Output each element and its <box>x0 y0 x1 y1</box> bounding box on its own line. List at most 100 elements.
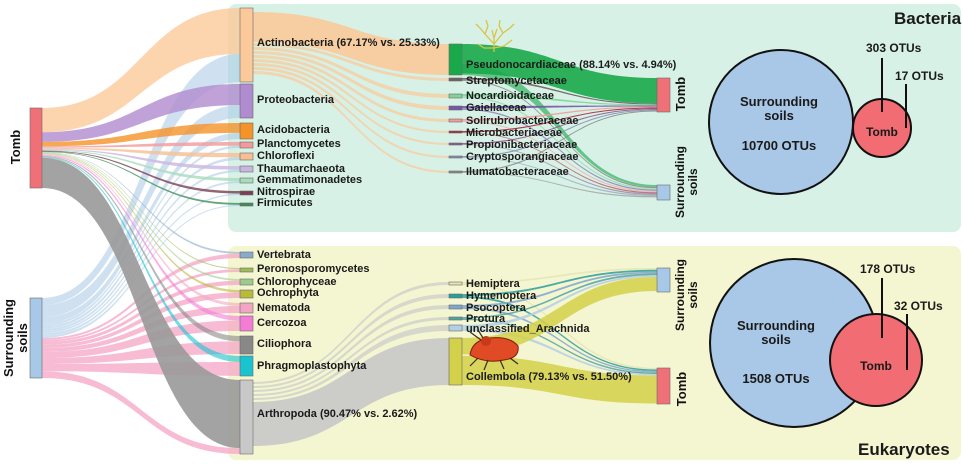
flow-surr-ephylum-4 <box>42 306 240 352</box>
euk-order-node-4 <box>448 324 463 332</box>
flow-surr-bphylum-2 <box>42 132 240 324</box>
euk-phylum-label-7: Phragmoplastophyta <box>257 360 367 372</box>
bacteria-phylum-label-7: Nitrospirae <box>257 186 315 198</box>
bacteria-family-node-6 <box>448 142 463 146</box>
flow-tomb-bphylum-2 <box>42 123 240 147</box>
flow-arthropoda-order-3 <box>253 317 449 396</box>
flow-eorder-tomb-0 <box>462 283 657 370</box>
bacteria-right-tomb-label: Tomb <box>673 77 688 111</box>
bacteria-family-label-3: Gaiellaceae <box>466 102 527 114</box>
flow-bfamily-tomb-7 <box>462 109 657 158</box>
bacteria-family-node-4 <box>448 118 463 123</box>
euk-phylum-node-6 <box>239 335 254 355</box>
flow-tomb-ephylum-7 <box>42 157 240 362</box>
flow-tomb-bphylum-4 <box>42 147 240 158</box>
euk-phylum-node-1 <box>239 267 254 273</box>
flow-tomb-bphylum-3 <box>42 142 240 148</box>
flow-bfamily-surr-2 <box>462 96 657 190</box>
flow-surr-ephylum-8 <box>42 371 240 454</box>
euk-phylum-node-4 <box>239 302 254 314</box>
bacteria-venn-tomb-label: Tomb <box>866 125 898 139</box>
bacteria-phylum-label-1: Proteobacteria <box>257 94 335 106</box>
flow-surr-bphylum-7 <box>42 193 240 336</box>
flow-actino-family-6 <box>253 63 449 145</box>
flow-eorder-surr-1 <box>462 269 657 296</box>
bacteria-family-node-1 <box>448 77 463 82</box>
eukaryotes-title: Eukaryotes <box>858 440 950 459</box>
bacteria-title: Bacteria <box>894 9 962 28</box>
euk-right-surr-label-2: soils <box>686 281 700 309</box>
flow-tomb-ephylum-3 <box>42 153 240 293</box>
flow-tomb-bphylum-1 <box>42 84 240 142</box>
bacteria-right-node-tomb <box>656 77 671 113</box>
euk-venn-big-count: 1508 OTUs <box>742 371 809 386</box>
euk-phylum-label-3: Ochrophyta <box>257 287 320 299</box>
flow-bfamily-tomb-3 <box>462 105 657 109</box>
flow-bfamily-tomb-5 <box>462 107 657 133</box>
euk-order-node-1 <box>448 293 463 299</box>
flow-bfamily-tomb-1 <box>462 78 657 105</box>
euk-order-node-0 <box>448 281 463 286</box>
flow-surr-bphylum-1 <box>42 105 240 318</box>
euk-phylum-label-4: Nematoda <box>257 302 311 314</box>
bacteria-phylum-label-2: Acidobacteria <box>257 124 331 136</box>
flow-arthropoda-order-1 <box>253 294 449 388</box>
bacteria-family-label-0: Pseudonocardiaceae (88.14% vs. 4.94%) <box>466 59 677 71</box>
flow-bfamily-tomb-6 <box>462 108 657 145</box>
euk-phylum-label-8: Arthropoda (90.47% vs. 2.62%) <box>257 408 418 420</box>
flow-surr-ephylum-6 <box>42 341 240 364</box>
euk-right-node-surrounding <box>656 267 671 293</box>
flow-arthropoda-order-0 <box>253 282 449 384</box>
source-label-tomb: Tomb <box>8 130 23 164</box>
flow-actino-family-2 <box>253 47 449 98</box>
euk-order-label-3: Protura <box>466 313 506 325</box>
flow-arthropoda-order-4 <box>253 325 449 400</box>
euk-order-label-2: Psocoptera <box>466 302 527 314</box>
flow-bfamily-surr-3 <box>462 108 657 191</box>
bacteria-phylum-node-1 <box>239 83 254 119</box>
euk-right-node-tomb <box>656 367 671 405</box>
euk-venn-unique-count: 32 OTUs <box>894 299 943 313</box>
flow-tomb-ephylum-2 <box>42 152 240 281</box>
bacteria-phylum-label-3: Planctomycetes <box>257 138 341 150</box>
flow-bfamily-surr-7 <box>462 157 657 197</box>
bacteria-phylum-node-5 <box>239 165 254 173</box>
bacteria-venn-big-label-1: Surrounding <box>740 94 818 109</box>
bacteria-right-surr-label-2: soils <box>686 168 700 196</box>
euk-venn-tomb <box>829 313 923 407</box>
flow-tomb-ephylum-0 <box>42 152 240 254</box>
euk-order-label-4: unclassified_Arachnida <box>466 323 590 335</box>
flow-eorder-surr-2 <box>462 271 657 307</box>
flow-bfamily-tomb-0 <box>462 44 657 104</box>
flow-actino-family-8 <box>253 71 449 173</box>
euk-phylum-node-8 <box>239 379 254 455</box>
flow-actino-family-1 <box>253 43 449 81</box>
node-labels: Actinobacteria (67.17% vs. 25.33%) Proteo… <box>257 37 677 420</box>
bacteria-venn-big-label-2: soils <box>764 108 794 123</box>
euk-venn-big-label-1: Surrounding <box>737 318 815 333</box>
euk-order-node-5 <box>448 337 463 386</box>
flow-tomb-ephylum-8 <box>42 157 240 449</box>
flow-tomb-bphylum-6 <box>42 149 240 182</box>
bacteria-family-node-8 <box>448 170 463 174</box>
flow-tomb-ephylum-1 <box>42 152 240 270</box>
flow-bfamily-surr-6 <box>462 144 657 195</box>
bacteria-family-label-6: Propionibacteriaceae <box>466 139 577 151</box>
flow-arthropoda-order-5 <box>253 338 449 446</box>
bacteria-family-node-3 <box>448 105 463 111</box>
bacteria-phylum-label-6: Gemmatimonadetes <box>257 174 362 186</box>
flow-actino-family-4 <box>253 55 449 122</box>
euk-order-node-2 <box>448 304 463 310</box>
euk-phylum-label-2: Chlorophyceae <box>257 276 336 288</box>
flow-actino-family-5 <box>253 59 449 133</box>
flow-bfamily-surr-0 <box>462 64 657 187</box>
flow-surr-bphylum-4 <box>42 157 240 329</box>
flow-tomb-bphylum-0 <box>42 8 240 133</box>
bacteria-phylum-node-6 <box>239 177 254 184</box>
flow-eorder-surr-4 <box>462 275 657 328</box>
collembola-illustration <box>469 329 519 371</box>
actinomycete-illustration <box>475 19 515 52</box>
flow-bfamily-tomb-8 <box>462 110 657 173</box>
bacteria-family-node-5 <box>448 130 463 134</box>
